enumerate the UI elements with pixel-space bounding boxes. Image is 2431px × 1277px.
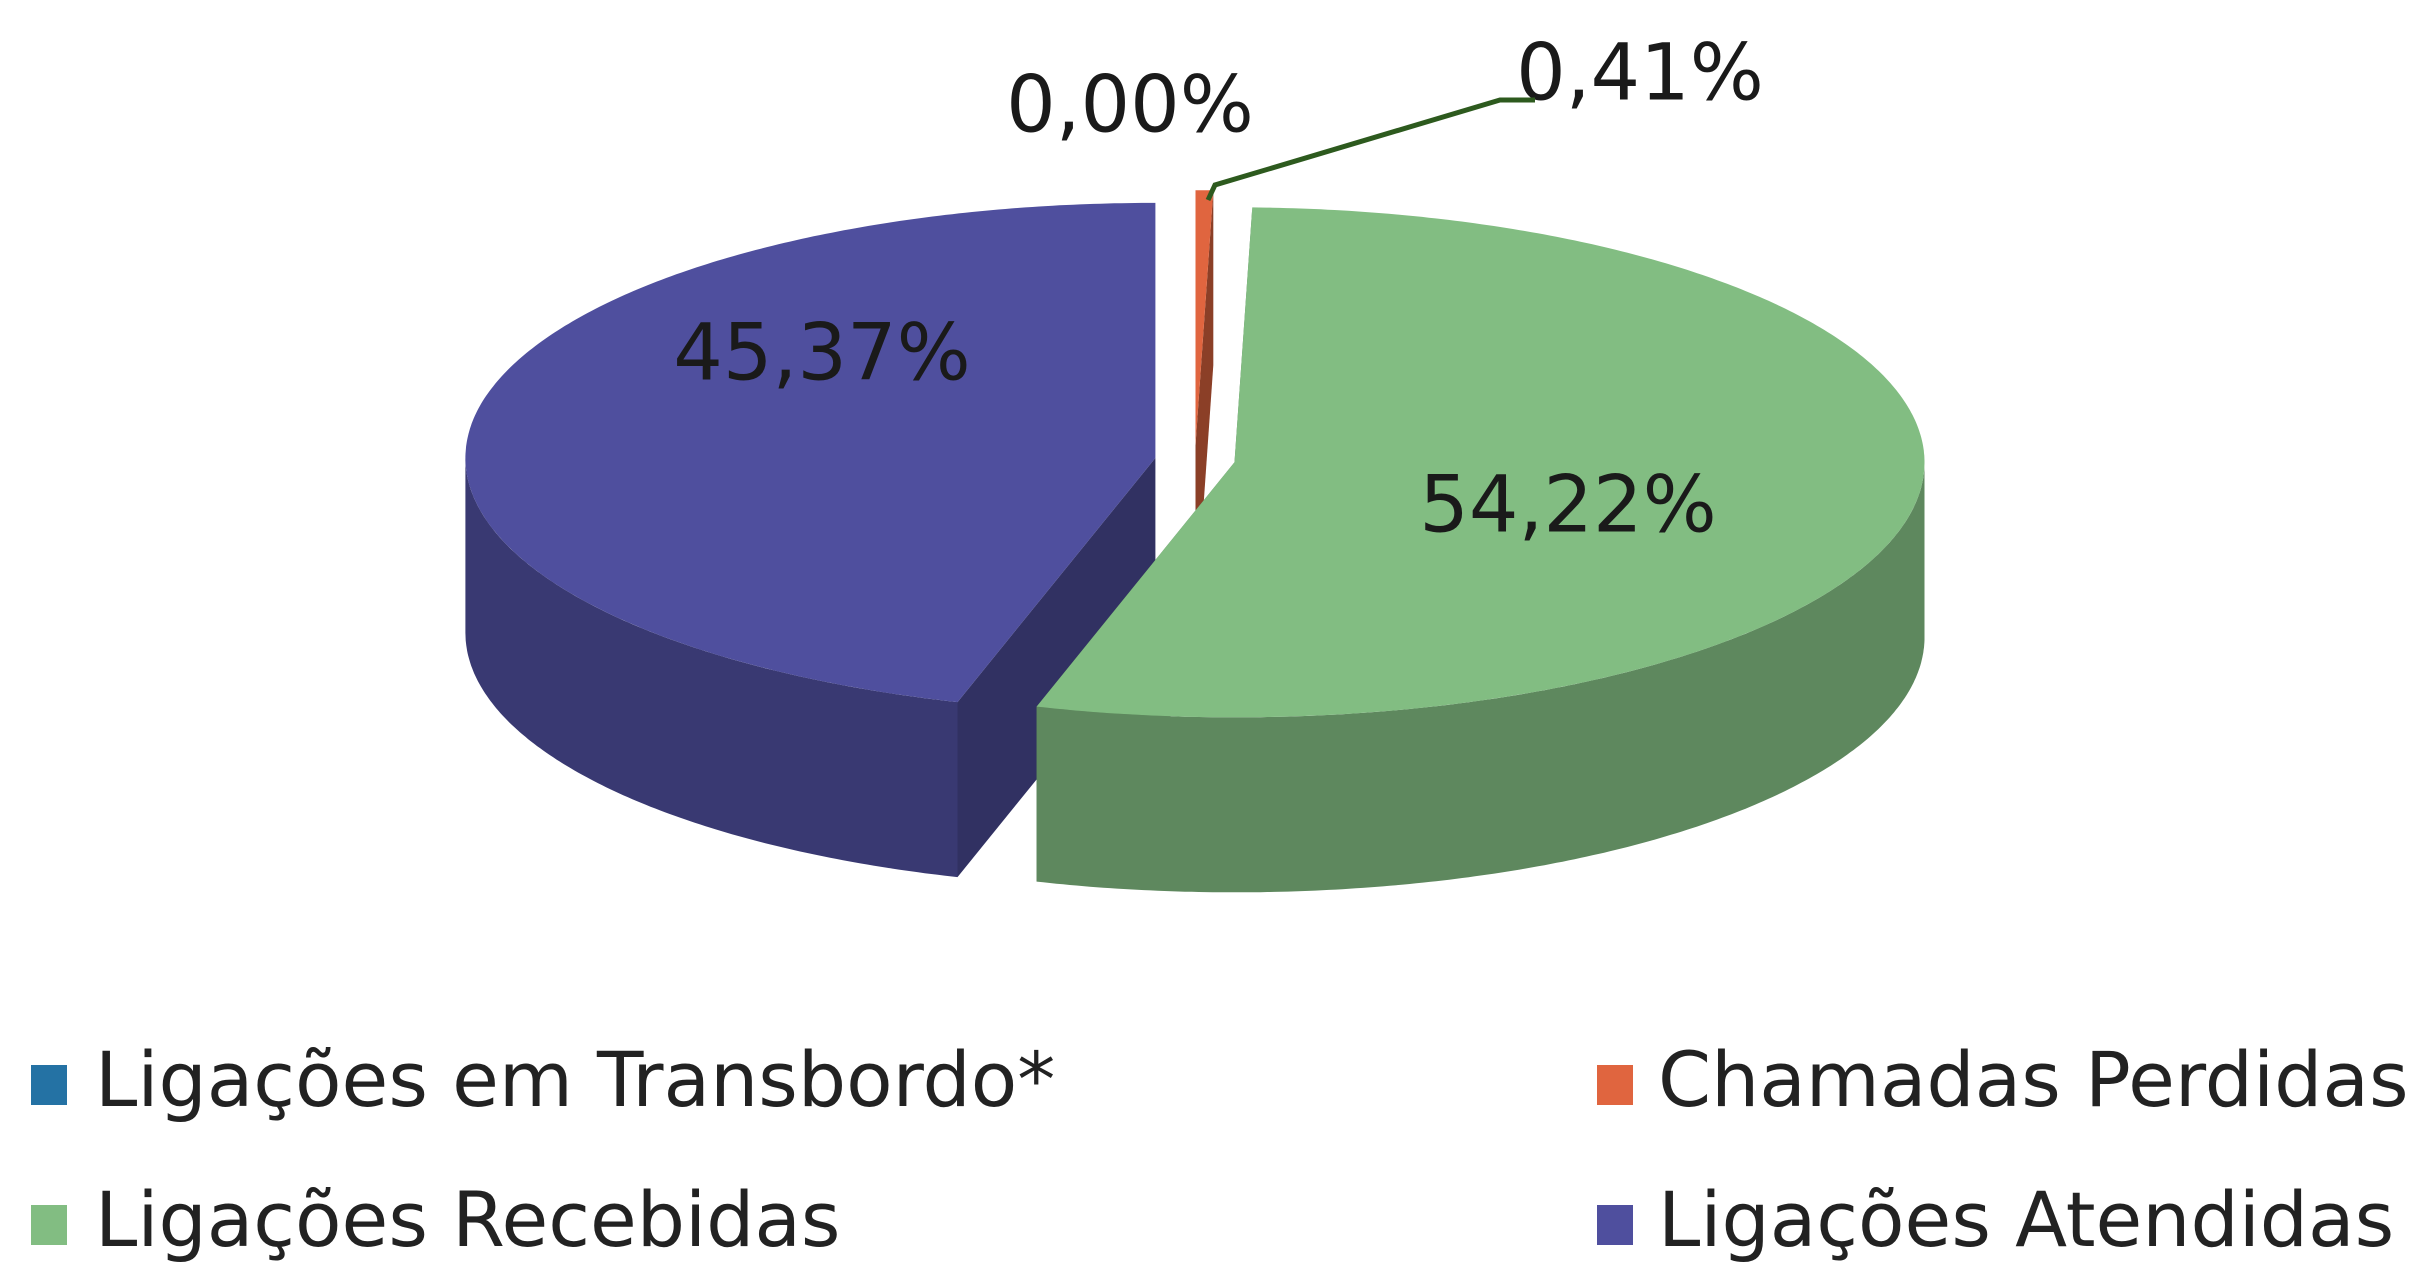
legend-label: Ligações em Transbordo*	[95, 1035, 1055, 1124]
value-label: 0,41%	[1516, 28, 1764, 118]
legend-label: Ligações Recebidas	[95, 1175, 841, 1264]
legend-label: Chamadas Perdidas **	[1658, 1035, 2431, 1124]
slice-wall	[465, 457, 958, 878]
pie-slice	[1036, 207, 1925, 893]
value-label: 54,22%	[1419, 460, 1716, 550]
legend-swatch	[1597, 1205, 1633, 1245]
slice-top	[465, 202, 1156, 703]
slice-top	[1036, 207, 1925, 718]
legend-swatch	[1597, 1065, 1633, 1105]
leader-line	[1205, 97, 1535, 202]
slice-wall	[1036, 462, 1925, 893]
legend-swatch	[31, 1065, 67, 1105]
legend-label: Ligações Atendidas	[1658, 1175, 2394, 1264]
slice-top	[1195, 190, 1214, 446]
value-label: 0,00%	[1006, 60, 1254, 150]
value-label: 45,37%	[673, 308, 970, 398]
slice-side	[957, 457, 1156, 878]
pie-slice	[465, 202, 1156, 878]
legend-swatch	[31, 1205, 67, 1245]
